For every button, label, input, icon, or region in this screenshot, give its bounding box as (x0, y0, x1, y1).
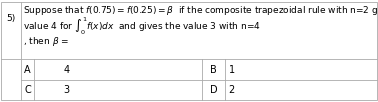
Text: 4: 4 (64, 65, 70, 75)
Text: D: D (210, 85, 217, 95)
Text: 1: 1 (229, 65, 235, 75)
Text: 5): 5) (6, 14, 15, 23)
Text: , then $\beta$ =: , then $\beta$ = (23, 35, 69, 48)
Text: Suppose that $f(0.75) = f(0.25) = \beta$  if the composite trapezoidal rule with: Suppose that $f(0.75) = f(0.25) = \beta$… (23, 4, 378, 17)
Text: B: B (210, 65, 217, 75)
Text: value 4 for $\int_0^1 f(x)dx$  and gives the value 3 with n=4: value 4 for $\int_0^1 f(x)dx$ and gives … (23, 15, 260, 37)
Text: C: C (24, 85, 31, 95)
Text: 3: 3 (64, 85, 70, 95)
Text: A: A (24, 65, 31, 75)
Text: 2: 2 (229, 85, 235, 95)
